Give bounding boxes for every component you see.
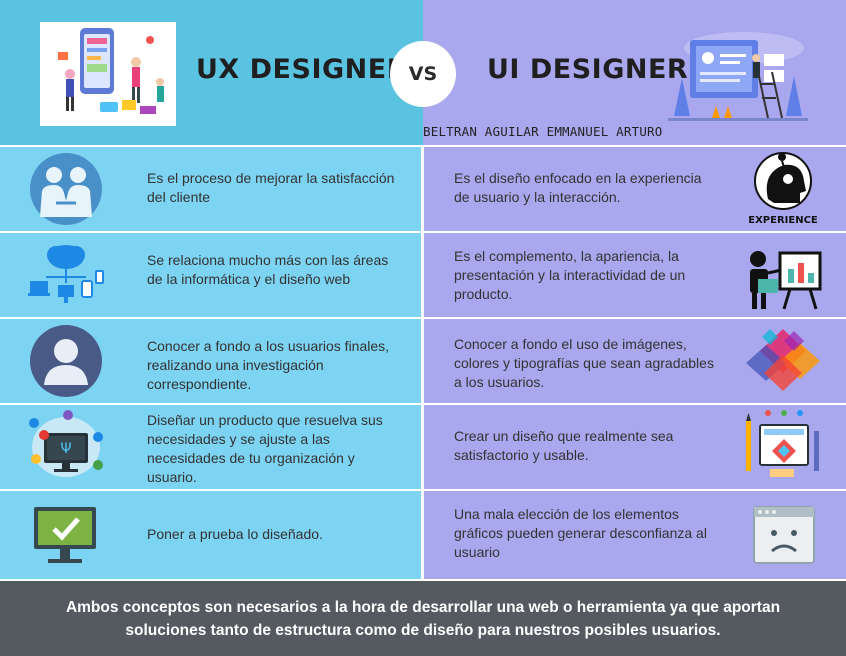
presentation-icon bbox=[740, 239, 826, 315]
experience-label: EXPERIENCE bbox=[748, 215, 818, 226]
ux-title: UX DESIGNER bbox=[196, 54, 408, 85]
ui-cell: Es el diseño enfocado en la experiencia … bbox=[424, 147, 846, 231]
ux-cell: Se relaciona mucho más con las áreas de … bbox=[0, 233, 421, 317]
comparison-row: Conocer a fondo a los usuarios finales, … bbox=[0, 319, 846, 403]
ui-cell: Una mala elección de los elementos gráfi… bbox=[424, 491, 846, 579]
ux-text: Conocer a fondo a los usuarios finales, … bbox=[147, 338, 390, 392]
svg-text:Ψ: Ψ bbox=[60, 441, 71, 457]
cloud-network-icon bbox=[26, 237, 106, 313]
ux-text: Es el proceso de mejorar la satisfacción… bbox=[147, 170, 395, 205]
ux-cell: Conocer a fondo a los usuarios finales, … bbox=[0, 319, 421, 403]
ux-cell: Ψ Diseñar un producto que resuelva sus n… bbox=[0, 405, 421, 489]
experience-head-icon: EXPERIENCE bbox=[740, 151, 826, 227]
ux-cell: Es el proceso de mejorar la satisfacción… bbox=[0, 147, 421, 231]
ui-illustration bbox=[668, 18, 808, 126]
comparison-row: Poner a prueba lo diseñado. Una mala ele… bbox=[0, 491, 846, 579]
comparison-row: Ψ Diseñar un producto que resuelva sus n… bbox=[0, 405, 846, 489]
ux-text: Poner a prueba lo diseñado. bbox=[147, 526, 323, 542]
vs-badge: VS bbox=[390, 41, 456, 107]
ui-text: Una mala elección de los elementos gráfi… bbox=[454, 506, 707, 560]
ui-title: UI DESIGNER bbox=[487, 54, 689, 85]
handshake-icon bbox=[26, 151, 106, 227]
ui-cell: Crear un diseño que realmente sea satisf… bbox=[424, 405, 846, 489]
ui-text: Crear un diseño que realmente sea satisf… bbox=[454, 428, 674, 463]
color-palette-icon bbox=[740, 323, 826, 399]
ux-cell: Poner a prueba lo diseñado. bbox=[0, 491, 421, 579]
design-tools-icon bbox=[740, 407, 826, 483]
author-name: BELTRAN AGUILAR EMMANUEL ARTURO bbox=[423, 124, 663, 139]
sad-window-icon bbox=[740, 497, 826, 573]
ui-text: Conocer a fondo el uso de imágenes, colo… bbox=[454, 336, 714, 390]
ui-cell: Conocer a fondo el uso de imágenes, colo… bbox=[424, 319, 846, 403]
ux-illustration bbox=[40, 22, 176, 126]
social-monitor-icon: Ψ bbox=[26, 407, 106, 483]
comparison-row: Se relaciona mucho más con las áreas de … bbox=[0, 233, 846, 317]
footer: Ambos conceptos son necesarios a la hora… bbox=[0, 581, 846, 656]
footer-text: Ambos conceptos son necesarios a la hora… bbox=[65, 599, 781, 639]
comparison-row: Es el proceso de mejorar la satisfacción… bbox=[0, 147, 846, 231]
ui-cell: Es el complemento, la apariencia, la pre… bbox=[424, 233, 846, 317]
ui-text: Es el complemento, la apariencia, la pre… bbox=[454, 248, 686, 302]
ux-text: Se relaciona mucho más con las áreas de … bbox=[147, 252, 389, 287]
ui-text: Es el diseño enfocado en la experiencia … bbox=[454, 170, 702, 205]
user-avatar-icon bbox=[26, 323, 106, 399]
header: UX DESIGNER VS UI DESIGNER bbox=[0, 0, 846, 145]
ux-text: Diseñar un producto que resuelva sus nec… bbox=[147, 412, 383, 485]
monitor-check-icon bbox=[26, 497, 106, 573]
